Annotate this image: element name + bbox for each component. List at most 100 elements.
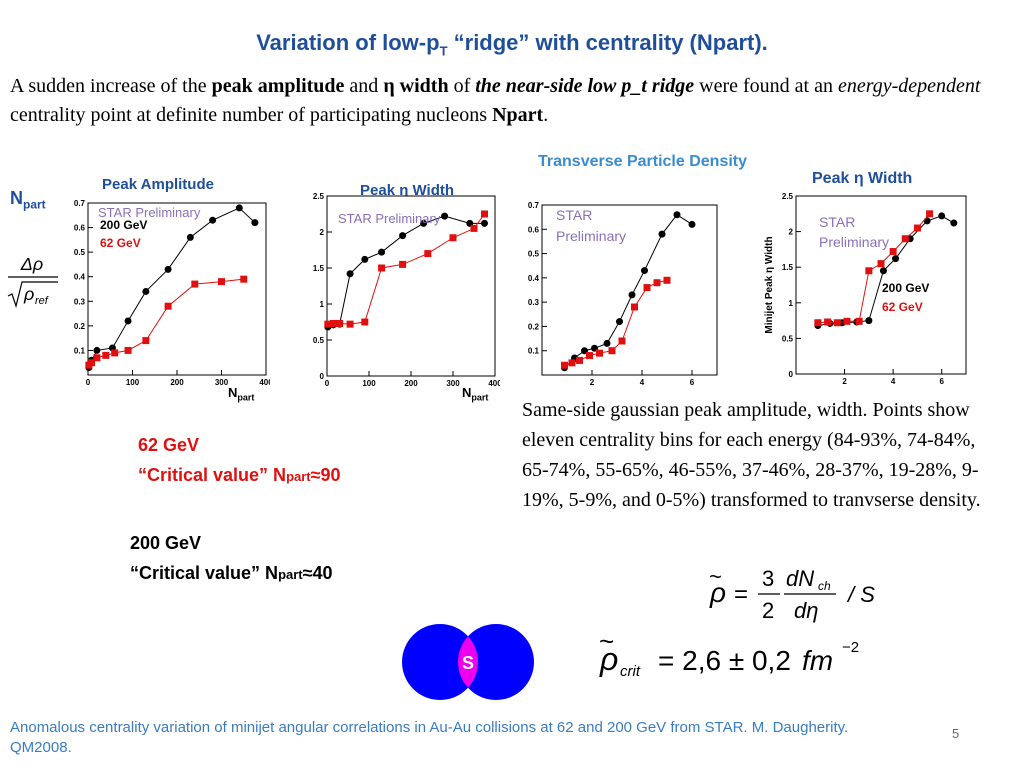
data-point-200gev xyxy=(481,219,488,227)
y-tick-label: 0.5 xyxy=(782,334,794,343)
footer-citation: Anomalous centrality variation of minije… xyxy=(10,719,849,756)
chart1-xlabel: Npart xyxy=(228,385,254,403)
y-tick-label: 1 xyxy=(789,299,794,308)
x-tick-label: 0 xyxy=(86,378,91,387)
f1-ch: ch xyxy=(818,579,831,593)
f2-sub: crit xyxy=(620,663,641,680)
rho-numerator: Δρ xyxy=(20,254,43,274)
venn-label: S xyxy=(462,653,474,673)
npart-side-label: Npart xyxy=(10,188,46,212)
venn-left-circle xyxy=(402,624,478,700)
npart-main: N xyxy=(10,188,23,208)
intro-text: A sudden increase of the xyxy=(10,75,212,97)
data-point-200gev xyxy=(950,219,958,227)
f1-dn: dN xyxy=(786,566,814,591)
f1-rho: ρ xyxy=(709,577,726,608)
rho-fraction: Δρ ρ ref xyxy=(7,254,58,309)
data-point-200gev xyxy=(603,339,611,347)
xlabel-main: N xyxy=(462,385,472,400)
x-tick-label: 0 xyxy=(325,379,330,388)
xlabel-sub: part xyxy=(237,392,255,403)
y-tick-label: 0.1 xyxy=(74,346,86,355)
data-point-62gev xyxy=(843,317,851,325)
data-point-62gev xyxy=(336,319,344,327)
data-point-200gev xyxy=(673,211,681,219)
data-point-200gev xyxy=(346,270,354,278)
data-point-62gev xyxy=(608,347,616,355)
data-point-62gev xyxy=(643,284,651,292)
x-tick-label: 100 xyxy=(126,378,140,387)
data-point-200gev xyxy=(209,216,217,224)
f1-divs: / S xyxy=(846,582,875,607)
data-point-200gev xyxy=(441,212,449,220)
y-tick-label: 0.5 xyxy=(528,250,540,259)
rho-denominator-sub: ref xyxy=(35,295,49,307)
intro-bold: η width xyxy=(383,75,449,97)
y-tick-label: 0.5 xyxy=(74,248,86,257)
data-point-62gev xyxy=(470,224,478,232)
title-post: “ridge” with centrality (Npart). xyxy=(447,30,768,55)
data-point-62gev xyxy=(424,250,432,258)
data-point-62gev xyxy=(481,210,488,218)
intro-bold: Npart xyxy=(492,104,544,126)
chart4-title: Peak η Width xyxy=(812,170,913,187)
f2-rho: ρ xyxy=(599,641,618,677)
data-point-200gev xyxy=(658,230,666,238)
data-point-62gev xyxy=(568,359,576,367)
data-point-200gev xyxy=(420,219,428,227)
intro-bold: peak amplitude xyxy=(211,75,345,97)
critical-200-value: “Critical value” Npart≈40 xyxy=(130,558,333,590)
plot-frame xyxy=(795,195,967,375)
data-point-62gev xyxy=(191,280,199,288)
chart2-xlabel: Npart xyxy=(462,385,488,403)
chart-peak-width-density: 0 0.5 1 1.5 2 2.5 2 4 6 Minijet Peak η Width xyxy=(764,192,967,386)
y-tick-label: 0.3 xyxy=(74,297,86,306)
data-point-62gev xyxy=(324,320,332,328)
venn-overlap-diagram: S xyxy=(402,624,534,700)
crit-pre: “Critical value” N xyxy=(130,563,279,583)
y-tick-label: 1.5 xyxy=(313,264,325,273)
critical-200-energy: 200 GeV xyxy=(130,533,202,553)
data-point-200gev xyxy=(186,233,194,241)
f1-tilde: ~ xyxy=(709,564,722,589)
data-point-62gev xyxy=(399,260,407,268)
data-point-200gev xyxy=(923,217,931,225)
chart-transverse-density: 0.1 0.2 0.3 0.4 0.5 0.6 0.7 2 4 6 xyxy=(528,201,718,387)
chart4-legend-62: 62 GeV xyxy=(882,300,923,314)
data-point-62gev xyxy=(102,351,110,359)
chart3-star: STAR xyxy=(556,207,593,223)
data-point-62gev xyxy=(164,302,172,310)
f2-rhs: = 2,6 ± 0,2 xyxy=(658,645,791,676)
data-point-62gev xyxy=(576,356,583,364)
intro-text: of xyxy=(448,75,476,97)
data-point-62gev xyxy=(824,318,832,326)
rho-denominator: ρ xyxy=(23,284,34,304)
y-tick-label: 0.6 xyxy=(74,224,86,233)
y-axis-label: Minijet Peak η Width xyxy=(764,236,775,333)
plot-frame xyxy=(541,204,718,376)
data-point-62gev xyxy=(361,318,369,326)
data-point-62gev xyxy=(329,319,337,327)
x-tick-label: 2 xyxy=(842,377,847,386)
x-tick-label: 200 xyxy=(170,378,184,387)
crit-post: ≈90 xyxy=(310,465,341,485)
x-tick-label: 200 xyxy=(404,379,418,388)
data-point-62gev xyxy=(449,234,457,242)
x-tick-label: 4 xyxy=(891,377,896,386)
data-point-62gev xyxy=(663,276,671,284)
f2-tilde: ~ xyxy=(599,628,614,656)
data-point-200gev xyxy=(892,255,900,263)
x-tick-label: 6 xyxy=(939,377,944,386)
data-point-200gev xyxy=(628,291,636,299)
x-tick-label: 4 xyxy=(640,378,645,387)
data-point-200gev xyxy=(93,346,101,354)
y-tick-label: 1.5 xyxy=(782,263,794,272)
chart2-star-prelim: STAR Preliminary xyxy=(338,211,441,226)
crit-sub: part xyxy=(278,567,303,582)
f2-exp: −2 xyxy=(842,639,859,656)
y-tick-label: 0 xyxy=(789,370,794,379)
formula-density: ρ ~ = 3 2 dN ch dη / S xyxy=(709,564,875,623)
y-tick-label: 0.7 xyxy=(528,201,540,210)
y-tick-label: 0.1 xyxy=(528,347,540,356)
data-point-62gev xyxy=(926,210,934,218)
